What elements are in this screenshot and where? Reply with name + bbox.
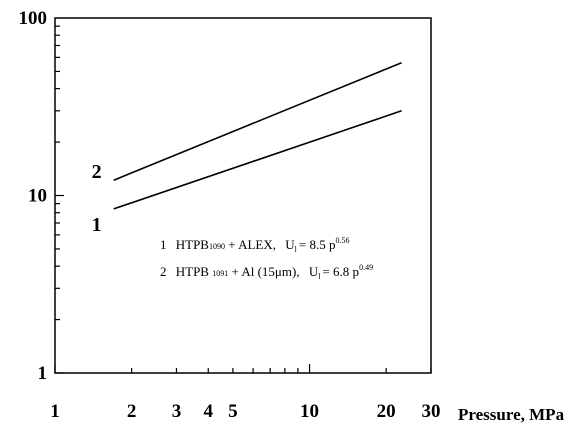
x-axis-title: Pressure, MPa	[458, 405, 565, 424]
x-tick-label: 2	[127, 401, 137, 422]
legend-2-sub: 1091	[212, 269, 228, 278]
y-tick-label: 10	[28, 186, 47, 207]
legend-entry-1: 1 HTPB1090 + ALEX, Ul = 8.5 p0.56	[160, 236, 349, 254]
series-lines	[113, 61, 402, 210]
legend-1-formula-body: = 8.5 p	[299, 237, 336, 252]
legend-2-additive: + Al (15μm),	[231, 264, 299, 279]
legend-2-exponent: 0.49	[359, 263, 373, 272]
series-line-2	[113, 61, 402, 181]
legend-1-formula-sub: l	[295, 245, 298, 254]
x-ticks: 1 2 3 4 5 10 20 30	[50, 364, 441, 422]
legend-1-material: HTPB	[176, 237, 210, 252]
legend-1-sub: 1090	[209, 242, 225, 251]
legend: 1 HTPB1090 + ALEX, Ul = 8.5 p0.56 2 HTPB …	[160, 236, 373, 281]
x-tick-label: 20	[377, 401, 396, 422]
legend-2-formula-sub: l	[318, 272, 321, 281]
series-label-2: 2	[92, 161, 102, 183]
legend-1-index: 1	[160, 237, 167, 252]
series-labels: 12	[92, 161, 102, 236]
x-tick-label: 5	[228, 401, 238, 422]
y-tick-label: 100	[19, 8, 48, 29]
legend-1-exponent: 0.56	[335, 236, 349, 245]
x-tick-label: 10	[300, 401, 319, 422]
legend-1-additive: + ALEX,	[228, 237, 276, 252]
y-tick-label: 1	[38, 363, 48, 384]
x-tick-label: 30	[422, 401, 441, 422]
x-tick-label: 1	[50, 401, 60, 422]
series-line-1	[113, 110, 402, 210]
plot-area	[54, 17, 432, 374]
legend-2-formula-prefix: U	[309, 264, 319, 279]
x-tick-label: 3	[172, 401, 182, 422]
legend-2-material: HTPB	[176, 264, 210, 279]
legend-1-formula-prefix: U	[285, 237, 295, 252]
x-tick-label: 4	[204, 401, 214, 422]
legend-2-index: 2	[160, 264, 167, 279]
y-ticks: 1 10 100	[19, 8, 64, 384]
series-label-1: 1	[92, 214, 102, 236]
legend-entry-2: 2 HTPB 1091 + Al (15μm), Ul = 6.8 p0.49	[160, 263, 373, 281]
legend-2-formula-body: = 6.8 p	[322, 264, 359, 279]
